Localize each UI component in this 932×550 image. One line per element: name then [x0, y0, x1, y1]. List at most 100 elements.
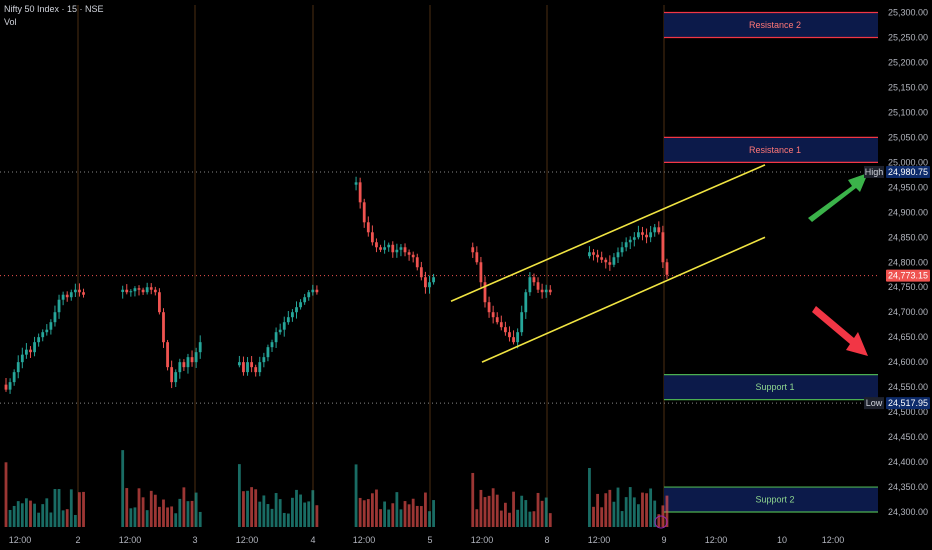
volume-bar	[387, 509, 391, 527]
candle-body	[354, 182, 358, 185]
volume-bar	[12, 505, 16, 527]
volume-bar	[628, 487, 632, 527]
candle-body	[616, 252, 620, 258]
volume-bar	[499, 510, 503, 527]
candle-body	[274, 332, 278, 343]
y-tick-label: 24,800.00	[888, 257, 928, 267]
candle-body	[528, 277, 532, 293]
volume-bar	[186, 501, 190, 527]
candle-body	[69, 292, 73, 298]
candle-body	[250, 362, 254, 368]
volume-bar	[612, 501, 616, 527]
candle-body	[600, 257, 604, 260]
candle-body	[540, 289, 544, 293]
volume-bar	[592, 506, 595, 527]
session-separator	[77, 5, 79, 527]
candle-body	[141, 289, 145, 293]
candle-body	[645, 234, 648, 238]
session-separator	[194, 5, 196, 527]
volume-bar	[53, 489, 57, 527]
candle-body	[383, 247, 387, 250]
volume-bar	[282, 512, 286, 527]
volume-bar	[57, 489, 61, 527]
volume-bar	[33, 503, 36, 527]
x-tick-label: 12:00	[9, 535, 32, 545]
volume-bar	[620, 511, 624, 527]
candle-body	[12, 372, 16, 383]
candle-body	[411, 254, 415, 258]
zone-label: Support 1	[755, 382, 794, 392]
candle-body	[299, 302, 302, 308]
volume-bar	[508, 512, 511, 527]
zone-label: Resistance 1	[749, 145, 801, 155]
candle-body	[303, 297, 307, 303]
lightning-icon	[654, 515, 668, 529]
volume-bar	[262, 495, 266, 527]
y-tick-label: 24,650.00	[888, 332, 928, 342]
x-tick-label: 8	[544, 535, 549, 545]
y-tick-label: 25,300.00	[888, 7, 928, 17]
session-separator	[429, 5, 431, 527]
candle-body	[499, 322, 503, 328]
candle-body	[307, 292, 311, 298]
marker-value-box	[886, 397, 930, 410]
candle-body	[198, 342, 202, 353]
volume-bar	[665, 495, 669, 527]
candle-body	[186, 357, 190, 368]
volume-bar	[483, 497, 487, 527]
volume-bar	[141, 497, 145, 527]
volume-bar	[415, 505, 419, 527]
candle-body	[641, 232, 644, 235]
candle-body	[632, 237, 636, 240]
volume-bar	[503, 502, 507, 527]
x-tick-label: 12:00	[471, 535, 494, 545]
candle-body	[170, 367, 174, 383]
y-tick-label: 25,000.00	[888, 157, 928, 167]
volume-bar	[432, 500, 435, 527]
volume-bar	[419, 506, 423, 527]
candle-body	[41, 332, 45, 338]
volume-bar	[37, 512, 41, 527]
candle-body	[178, 362, 182, 373]
candle-body	[512, 337, 515, 343]
candle-body	[653, 227, 657, 233]
volume-bar	[491, 488, 495, 527]
volume-bar	[632, 497, 636, 527]
candle-body	[270, 342, 274, 348]
zone-label: Support 2	[755, 495, 794, 505]
candle-body	[149, 287, 153, 290]
volume-bar	[604, 493, 608, 527]
candle-body	[362, 202, 366, 223]
volume-bar	[395, 492, 399, 527]
volume-bar	[624, 497, 628, 527]
volume-bar	[495, 494, 499, 527]
candle-body	[532, 277, 536, 283]
volume-bar	[370, 493, 374, 527]
candle-body	[158, 292, 161, 313]
volume-bar	[153, 494, 157, 527]
volume-bar	[548, 513, 552, 527]
volume-bar	[73, 514, 77, 527]
candle-body	[25, 349, 28, 355]
volume-bar	[487, 495, 491, 527]
candle-body	[266, 347, 270, 358]
volume-bar	[407, 504, 411, 527]
candle-body	[190, 357, 194, 363]
candle-body	[53, 312, 57, 323]
x-tick-label: 5	[427, 535, 432, 545]
zone-box	[664, 487, 878, 513]
volume-bar	[82, 491, 85, 527]
x-tick-label: 10	[777, 535, 787, 545]
channel-lower-line	[481, 236, 766, 363]
volume-bar	[166, 507, 169, 527]
candle-body	[73, 289, 77, 293]
volume-bar	[411, 498, 415, 527]
candle-body	[657, 227, 661, 233]
volume-bar	[16, 501, 20, 527]
candle-body	[491, 312, 495, 318]
volume-bar	[291, 497, 294, 527]
candle-body	[129, 291, 133, 293]
volume-bar	[528, 511, 532, 527]
volume-bar	[65, 509, 69, 527]
